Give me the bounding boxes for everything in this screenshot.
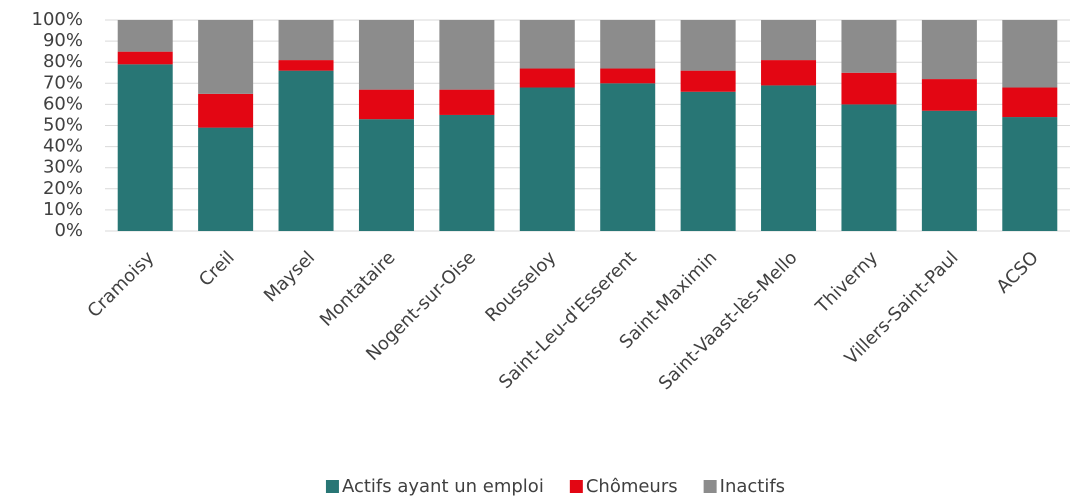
bar-segment <box>841 20 897 73</box>
bar-segment <box>1002 20 1058 88</box>
x-tick-label: Rousseloy <box>481 247 560 326</box>
bar-segment <box>439 89 495 115</box>
bar-segment <box>680 70 736 92</box>
y-tick-label: 20% <box>43 178 83 199</box>
y-tick-label: 100% <box>32 9 83 30</box>
legend-swatch <box>703 480 717 493</box>
bar-segment <box>921 110 977 231</box>
legend-label: Actifs ayant un emploi <box>342 476 544 497</box>
x-tick-label: Montataire <box>316 247 400 331</box>
bar-segment <box>680 20 736 71</box>
bar-segment <box>761 20 817 61</box>
bar-segment <box>1002 117 1058 231</box>
y-tick-label: 10% <box>43 199 83 220</box>
legend-label: Inactifs <box>720 476 785 497</box>
bar-segment <box>680 91 736 232</box>
bar-segment <box>519 87 575 232</box>
bar-segment <box>278 60 334 71</box>
y-tick-label: 50% <box>43 115 83 136</box>
x-tick-label: Saint-Vaast-lès-Mello <box>655 247 802 394</box>
y-tick-label: 60% <box>43 93 83 114</box>
y-tick-label: 70% <box>43 72 83 93</box>
bar-segment <box>841 104 897 231</box>
legend-swatch <box>325 480 339 493</box>
bar-segment <box>519 20 575 69</box>
bar-segment <box>439 114 495 231</box>
y-tick-label: 30% <box>43 157 83 178</box>
bar-segment <box>841 72 897 105</box>
y-tick-label: 80% <box>43 51 83 72</box>
bar-segment <box>600 83 656 231</box>
y-tick-label: 0% <box>54 220 83 241</box>
bar-segment <box>1002 87 1058 118</box>
bar-segment <box>358 119 414 231</box>
bar-segment <box>198 93 254 128</box>
bar-segment <box>358 20 414 90</box>
x-tick-label: ACSO <box>993 247 1043 297</box>
bar-segment <box>439 20 495 90</box>
legend: Actifs ayant un emploi Chômeurs Inactifs <box>325 476 785 497</box>
x-tick-label: Saint-Leu-d'Esserent <box>495 247 641 393</box>
bar-segment <box>198 20 254 94</box>
bar-segment <box>519 68 575 88</box>
bar-segment <box>761 60 817 86</box>
bar-segment <box>117 64 173 231</box>
legend-label: Chômeurs <box>586 476 678 497</box>
y-tick-label: 90% <box>43 30 83 51</box>
x-tick-label: Creil <box>195 247 239 291</box>
bar-segment <box>761 85 817 231</box>
bar-segment <box>600 68 656 84</box>
bar-segment <box>278 20 334 61</box>
x-tick-label: Maysel <box>260 247 319 306</box>
bar-segment <box>921 20 977 80</box>
bar-segment <box>198 127 254 231</box>
y-tick-label: 40% <box>43 136 83 157</box>
bar-segment <box>921 79 977 111</box>
bar-segment <box>600 20 656 69</box>
bar-segment <box>117 51 173 65</box>
bar-segment <box>278 70 334 231</box>
x-tick-label: Thiverny <box>811 247 882 318</box>
bar-segment <box>117 20 173 52</box>
legend-swatch <box>569 480 583 493</box>
bar-segment <box>358 89 414 120</box>
x-tick-label: Cramoisy <box>84 247 159 322</box>
